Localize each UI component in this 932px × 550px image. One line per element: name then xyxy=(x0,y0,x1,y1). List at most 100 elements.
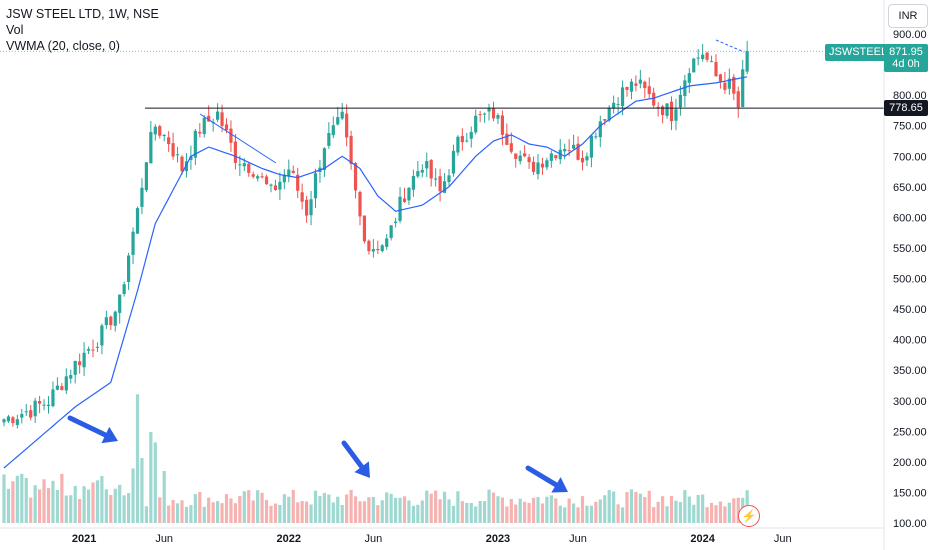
volume-bar xyxy=(656,501,660,523)
chart-legend: JSW STEEL LTD, 1W, NSE Vol VWMA (20, clo… xyxy=(6,6,159,54)
volume-bar xyxy=(483,501,487,523)
candle xyxy=(638,69,642,89)
lightning-icon[interactable]: ⚡ xyxy=(738,505,760,527)
y-axis[interactable]: 900.00850.00800.00750.00700.00650.00600.… xyxy=(893,29,927,530)
candle-body xyxy=(705,52,709,60)
volume-bar xyxy=(140,458,144,523)
volume-bar xyxy=(69,495,73,523)
candle xyxy=(140,178,144,215)
symbol-title[interactable]: JSW STEEL LTD, 1W, NSE xyxy=(6,7,159,21)
x-tick-label: Jun xyxy=(569,533,587,545)
candle xyxy=(256,174,260,182)
vwma-legend[interactable]: VWMA (20, close, 0) xyxy=(6,39,120,53)
candle-body xyxy=(554,155,558,159)
candle xyxy=(398,187,402,224)
candle-body xyxy=(224,124,229,131)
candle xyxy=(24,403,28,417)
candle-body xyxy=(158,126,162,136)
candle xyxy=(474,109,478,135)
volume-bar xyxy=(514,504,518,523)
volume-bar xyxy=(296,502,300,523)
volume-layer xyxy=(2,394,749,523)
candle xyxy=(331,116,335,139)
annotation-arrow-head xyxy=(101,426,118,444)
x-axis[interactable]: 2021 Jun 2022 Jun 2023 Jun 2024 Jun xyxy=(72,533,792,545)
volume-legend[interactable]: Vol xyxy=(6,23,24,37)
volume-bar xyxy=(638,493,642,523)
candle-body xyxy=(674,109,678,121)
volume-bar xyxy=(229,498,233,523)
volume-bar xyxy=(78,499,82,523)
candle xyxy=(523,145,527,158)
candle-body xyxy=(416,171,420,177)
candle xyxy=(518,150,522,165)
candle xyxy=(313,168,318,208)
candle xyxy=(269,183,273,193)
candle xyxy=(260,172,264,179)
trendline-1[interactable] xyxy=(199,113,277,164)
volume-bar xyxy=(563,507,567,523)
candle-body xyxy=(647,86,651,95)
candle-body xyxy=(656,106,660,108)
candle-body xyxy=(278,181,282,190)
candle-body xyxy=(242,163,246,167)
volume-bar xyxy=(189,505,193,523)
volume-bar xyxy=(692,504,696,523)
candle xyxy=(714,54,718,77)
candle xyxy=(394,217,398,228)
volume-bar xyxy=(46,488,51,523)
candle xyxy=(60,383,64,391)
candle xyxy=(367,239,371,255)
volume-bar xyxy=(603,495,607,523)
volume-bar xyxy=(175,503,180,523)
volume-bar xyxy=(256,490,260,523)
candle xyxy=(661,104,665,124)
candle-body xyxy=(238,164,242,166)
y-tick-label: 650.00 xyxy=(893,182,927,194)
volume-bar xyxy=(447,499,451,523)
candle-body xyxy=(362,215,367,242)
candle xyxy=(545,157,549,171)
candle-body xyxy=(64,376,68,391)
volume-bar xyxy=(674,500,678,523)
candle-body xyxy=(385,238,389,247)
volume-bar xyxy=(322,493,326,523)
trendline-group[interactable] xyxy=(199,39,745,164)
candle xyxy=(202,115,206,138)
volume-bar xyxy=(73,485,77,523)
candle-body xyxy=(349,135,353,164)
candle-body xyxy=(140,187,144,207)
volume-bar xyxy=(723,506,727,523)
volume-bar xyxy=(33,485,37,523)
volume-bar xyxy=(127,493,131,523)
projection-arrow[interactable] xyxy=(715,39,745,53)
candle-body xyxy=(496,115,500,119)
candle xyxy=(273,179,278,191)
x-tick-label: 2024 xyxy=(690,533,715,545)
volume-bar xyxy=(411,505,415,523)
candle xyxy=(612,95,616,114)
candle-body xyxy=(402,198,407,202)
candle-body xyxy=(398,196,402,221)
candle xyxy=(100,323,104,355)
volume-bar xyxy=(705,507,709,523)
volume-bar xyxy=(149,432,153,523)
volume-bar xyxy=(55,490,59,523)
volume-bar xyxy=(193,494,197,523)
candle xyxy=(402,187,407,203)
candle-body xyxy=(505,133,509,145)
volume-bar xyxy=(527,502,531,523)
candle xyxy=(669,96,674,131)
volume-bar xyxy=(38,489,42,523)
annotation-arrow-shaft xyxy=(341,440,365,470)
candle-body xyxy=(282,174,286,183)
candle-body xyxy=(394,221,398,224)
currency-button[interactable]: INR xyxy=(888,4,928,28)
candle-body xyxy=(38,401,42,404)
candle-body xyxy=(149,132,153,164)
candle xyxy=(425,152,429,178)
candle xyxy=(491,101,496,122)
candle xyxy=(514,153,518,168)
candle-body xyxy=(607,107,611,121)
